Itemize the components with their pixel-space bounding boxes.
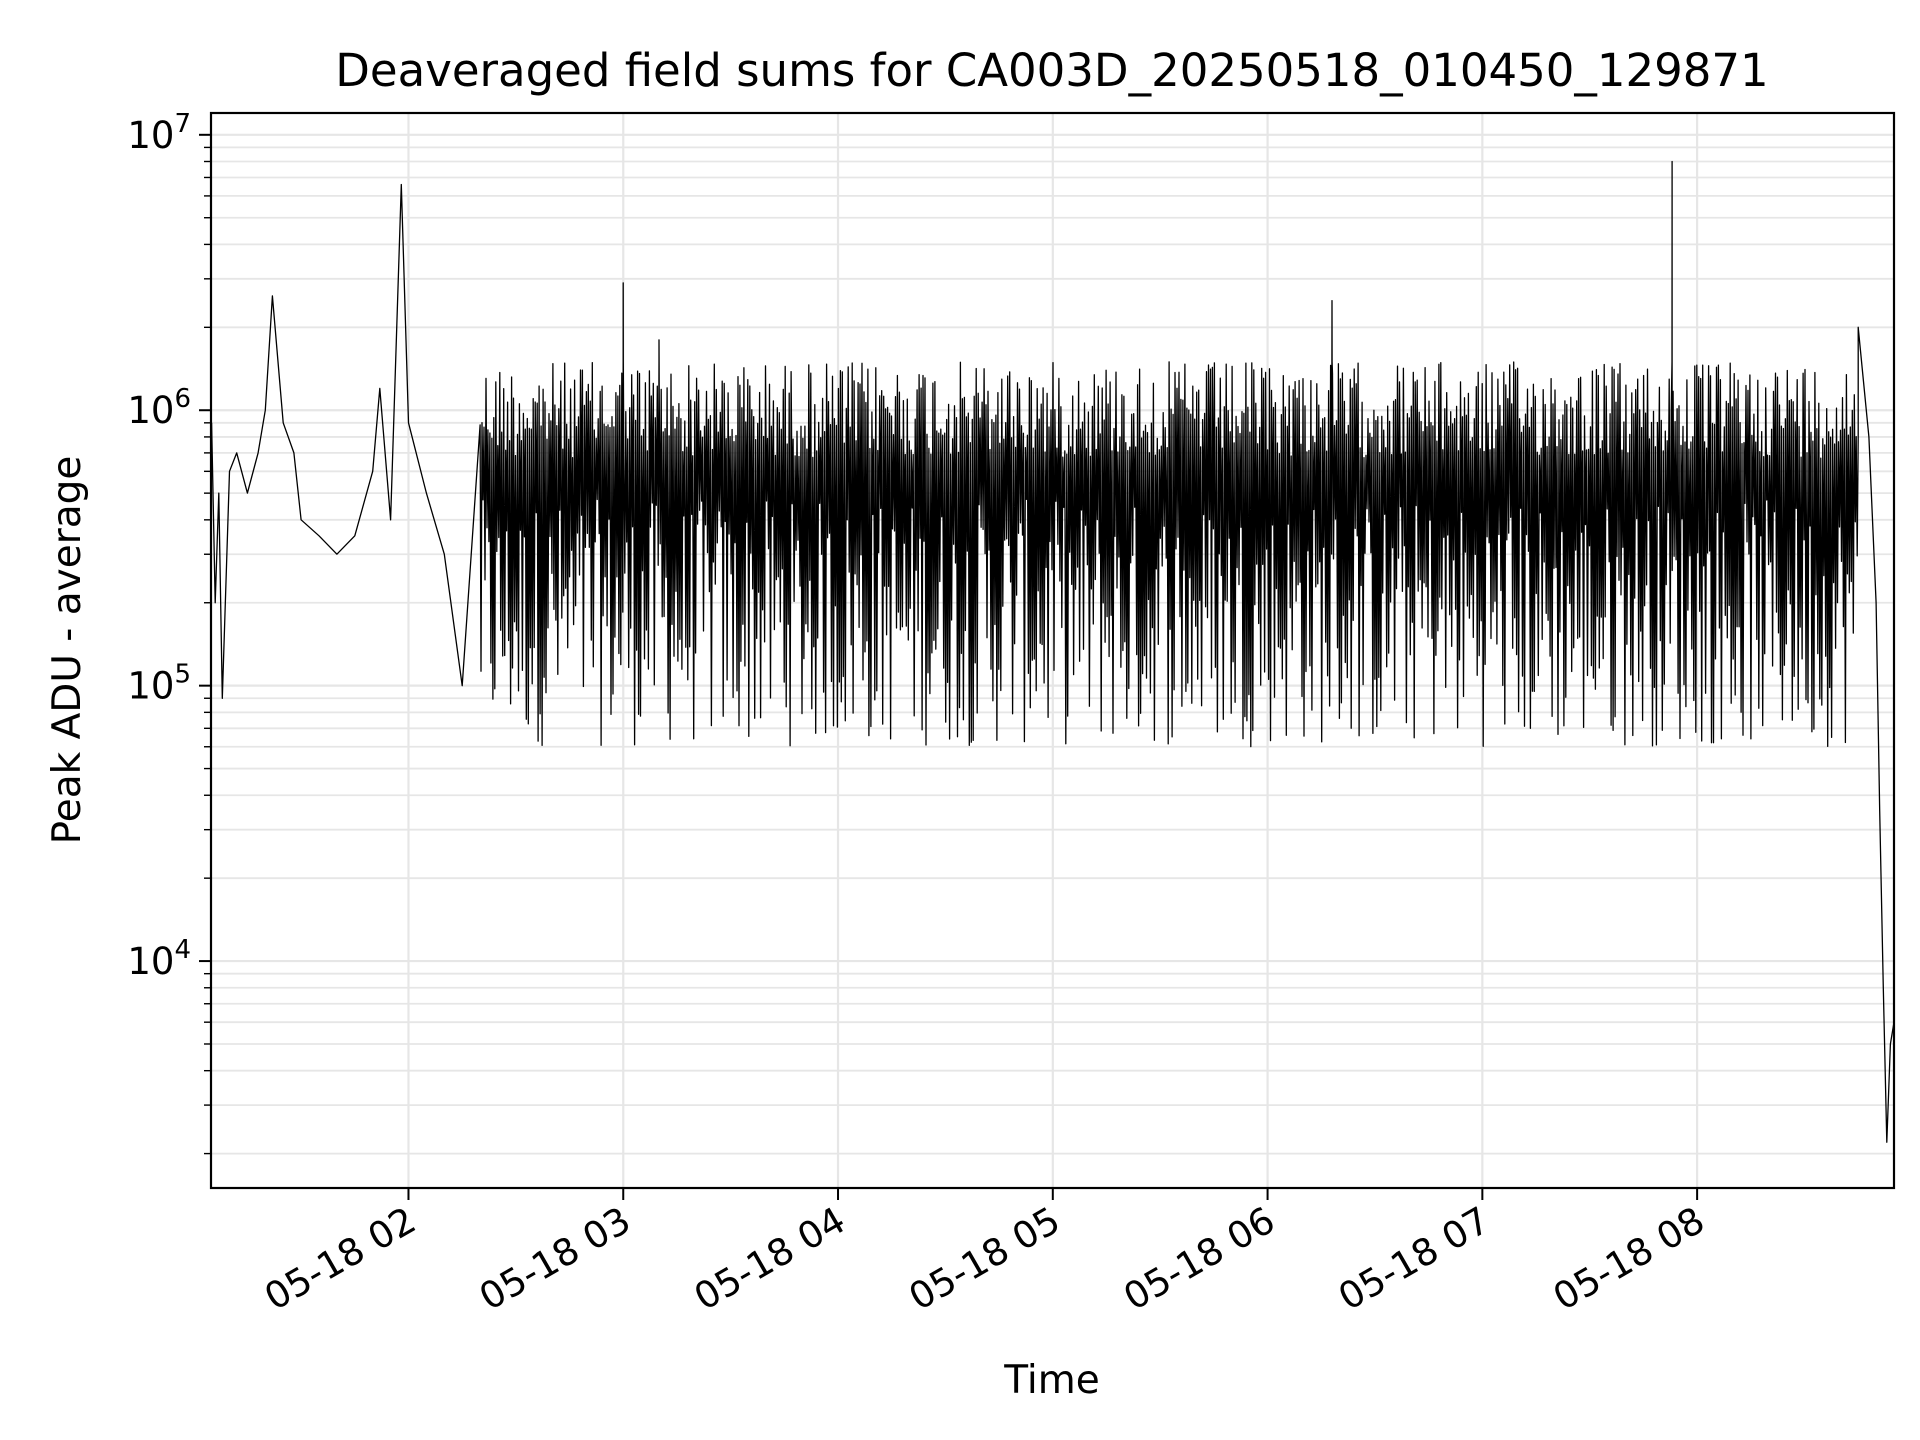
chart-title: Deaveraged field sums for CA003D_2025051… [335, 44, 1768, 97]
y-axis: 104 105 106 107 [127, 109, 211, 1155]
x-tick-label: 05-18 08 [1546, 1199, 1712, 1319]
y-tick-label: 105 [127, 660, 191, 708]
series-path [210, 160, 1895, 1143]
y-tick-label: 107 [127, 109, 191, 157]
major-gridlines [211, 113, 1894, 1188]
x-axis-label: Time [1003, 1358, 1099, 1403]
y-axis-label: Peak ADU - average [45, 456, 90, 845]
x-tick-label: 05-18 04 [687, 1199, 853, 1319]
y-tick-label: 106 [127, 384, 191, 432]
x-tick-label: 05-18 02 [257, 1199, 423, 1319]
x-tick-label: 05-18 07 [1331, 1199, 1497, 1319]
series-line [210, 160, 1895, 1143]
x-tick-label: 05-18 03 [472, 1199, 638, 1319]
y-tick-label: 104 [127, 935, 191, 983]
x-tick-label: 05-18 05 [902, 1199, 1068, 1319]
x-axis: 05-18 02 05-18 03 05-18 04 05-18 05 05-18 06… [257, 1188, 1712, 1319]
x-tick-label: 05-18 06 [1117, 1199, 1283, 1319]
